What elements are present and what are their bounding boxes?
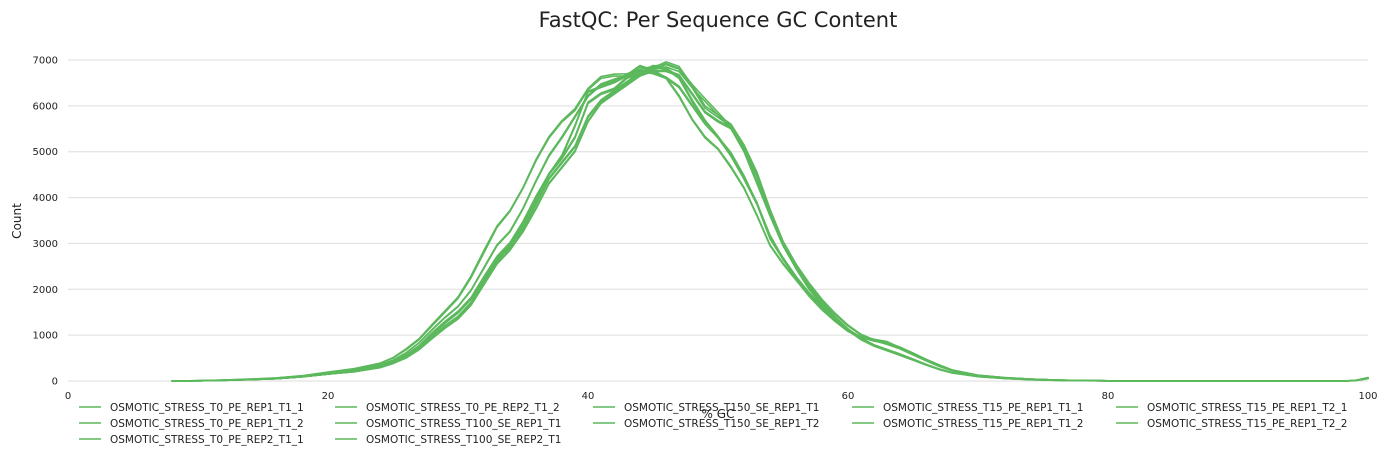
x-tick-label: 20 <box>322 391 335 402</box>
series-line <box>171 62 1369 382</box>
legend-label: OSMOTIC_STRESS_T0_PE_REP2_T1_2 <box>366 402 560 414</box>
x-tick-label: 100 <box>1358 391 1377 402</box>
legend-item[interactable]: OSMOTIC_STRESS_T15_PE_REP1_T1_2 <box>852 418 1083 430</box>
legend-label: OSMOTIC_STRESS_T0_PE_REP2_T1_1 <box>110 434 304 446</box>
y-tick-label: 4000 <box>33 193 58 204</box>
y-tick-label: 3000 <box>33 239 58 250</box>
legend-label: OSMOTIC_STRESS_T15_PE_REP1_T1_1 <box>883 402 1083 414</box>
series-line <box>171 70 1369 382</box>
legend-label: OSMOTIC_STRESS_T0_PE_REP1_T1_2 <box>110 418 304 430</box>
y-tick-label: 5000 <box>33 147 58 158</box>
series-line <box>171 64 1369 382</box>
series-line <box>171 66 1369 382</box>
y-tick-label: 1000 <box>33 331 58 342</box>
chart-title: FastQC: Per Sequence GC Content <box>539 8 898 32</box>
series-line <box>171 70 1369 382</box>
legend-label: OSMOTIC_STRESS_T100_SE_REP2_T1 <box>366 434 561 446</box>
legend-label: OSMOTIC_STRESS_T0_PE_REP1_T1_1 <box>110 402 304 414</box>
legend-item[interactable]: OSMOTIC_STRESS_T0_PE_REP2_T1_2 <box>335 402 560 414</box>
legend-item[interactable]: OSMOTIC_STRESS_T150_SE_REP1_T1 <box>593 402 819 414</box>
legend-item[interactable]: OSMOTIC_STRESS_T100_SE_REP2_T1 <box>335 434 561 446</box>
series-line <box>171 66 1369 382</box>
y-tick-label: 0 <box>52 377 58 388</box>
series-line <box>171 69 1369 382</box>
legend-item[interactable]: OSMOTIC_STRESS_T15_PE_REP1_T1_1 <box>852 402 1083 414</box>
x-axis-label: % GC <box>702 407 735 421</box>
grid-lines <box>68 59 1368 382</box>
x-tick-label: 80 <box>1102 391 1115 402</box>
series-line <box>171 64 1369 382</box>
y-tick-label: 6000 <box>33 101 58 112</box>
legend-label: OSMOTIC_STRESS_T15_PE_REP1_T2_1 <box>1147 402 1347 414</box>
y-axis-label: Count <box>10 203 24 239</box>
x-tick-label: 60 <box>842 391 855 402</box>
legend-label: OSMOTIC_STRESS_T100_SE_REP1_T1 <box>366 418 561 430</box>
legend-item[interactable]: OSMOTIC_STRESS_T0_PE_REP1_T1_2 <box>79 418 304 430</box>
series-lines <box>171 61 1369 382</box>
series-line <box>171 61 1369 382</box>
legend-item[interactable]: OSMOTIC_STRESS_T15_PE_REP1_T2_2 <box>1116 418 1347 430</box>
legend: OSMOTIC_STRESS_T0_PE_REP1_T1_1 OSMOTIC_ST… <box>79 402 1347 446</box>
series-line <box>171 66 1369 382</box>
legend-label: OSMOTIC_STRESS_T15_PE_REP1_T2_2 <box>1147 418 1347 430</box>
legend-item[interactable]: OSMOTIC_STRESS_T0_PE_REP1_T1_1 <box>79 402 304 414</box>
x-tick-label: 0 <box>65 391 71 402</box>
y-axis-ticks: 0 1000 2000 3000 4000 5000 6000 7000 <box>33 56 58 388</box>
legend-item[interactable]: OSMOTIC_STRESS_T150_SE_REP1_T2 <box>593 418 819 430</box>
legend-label: OSMOTIC_STRESS_T150_SE_REP1_T2 <box>624 418 819 430</box>
y-tick-label: 7000 <box>33 56 58 67</box>
legend-label: OSMOTIC_STRESS_T150_SE_REP1_T1 <box>624 402 819 414</box>
x-axis-ticks: 0 20 40 60 80 100 <box>65 391 1378 402</box>
legend-item[interactable]: OSMOTIC_STRESS_T100_SE_REP1_T1 <box>335 418 561 430</box>
legend-item[interactable]: OSMOTIC_STRESS_T0_PE_REP2_T1_1 <box>79 434 304 446</box>
legend-label: OSMOTIC_STRESS_T15_PE_REP1_T1_2 <box>883 418 1083 430</box>
x-tick-label: 40 <box>582 391 595 402</box>
y-tick-label: 2000 <box>33 285 58 296</box>
series-line <box>171 69 1369 382</box>
series-line <box>171 63 1369 382</box>
legend-item[interactable]: OSMOTIC_STRESS_T15_PE_REP1_T2_1 <box>1116 402 1347 414</box>
